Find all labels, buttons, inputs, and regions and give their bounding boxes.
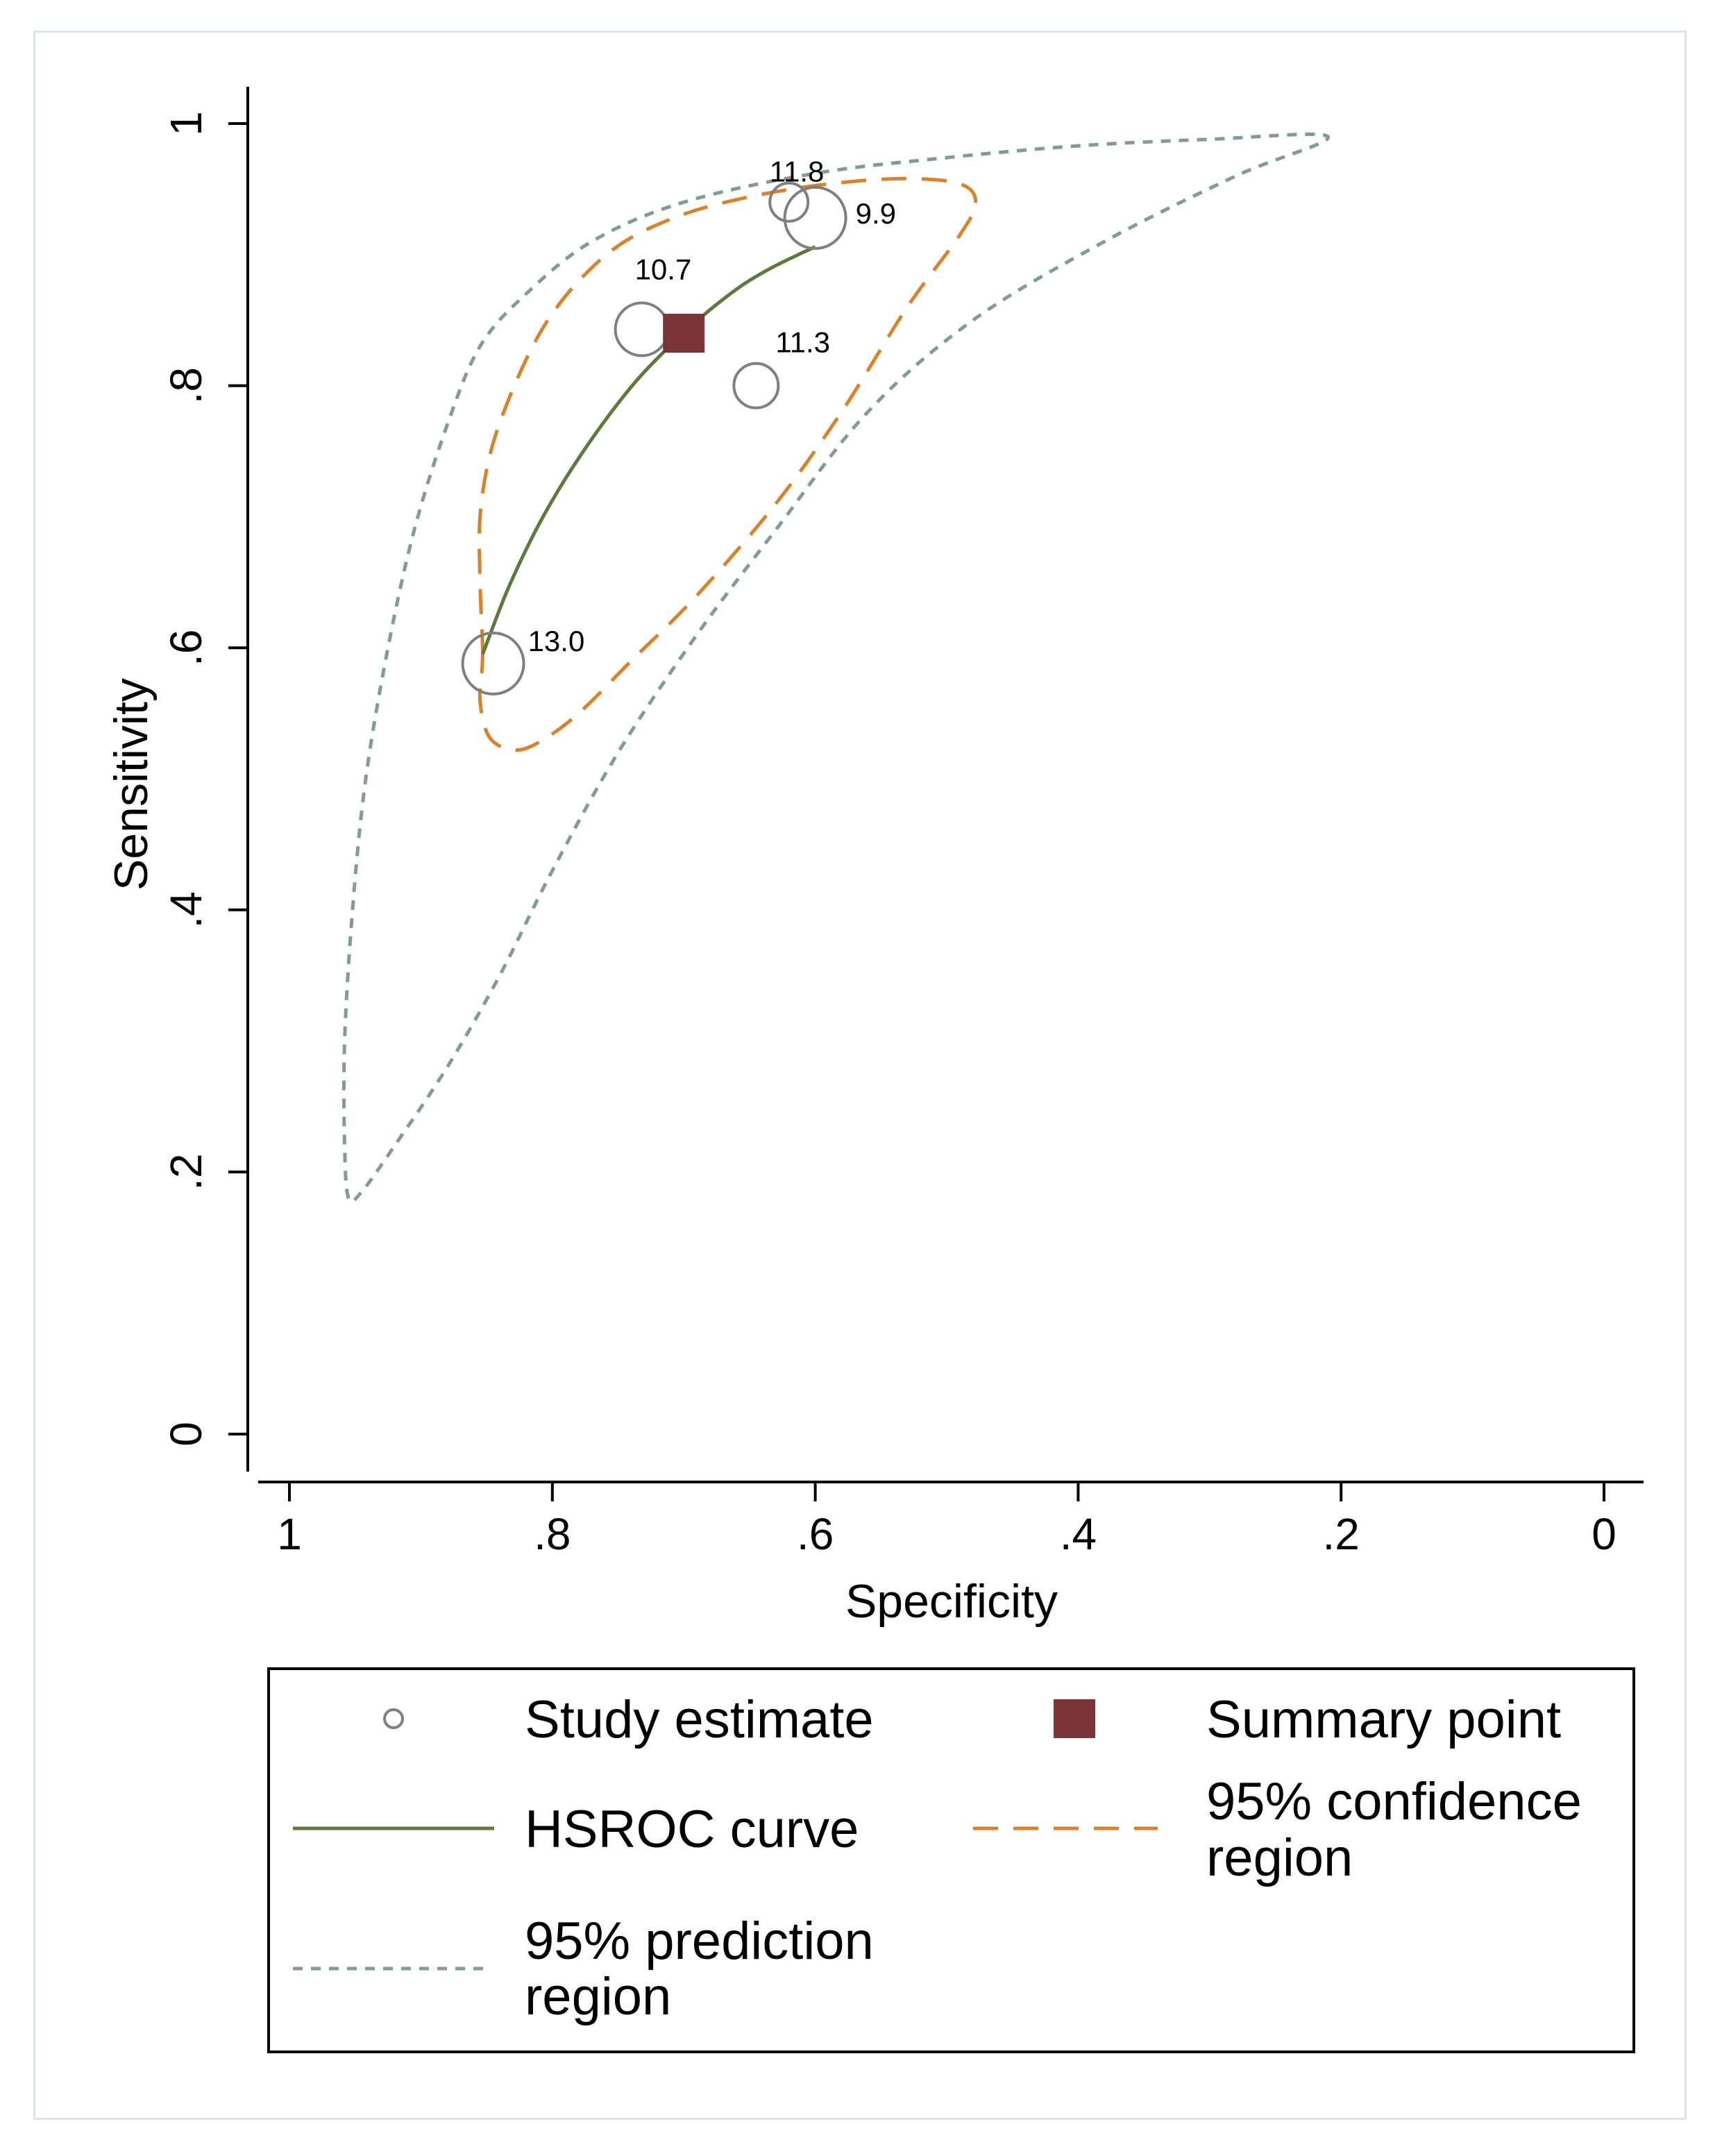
y-tick-label: .6 <box>161 630 211 666</box>
study-point-label: 10.7 <box>635 253 692 285</box>
study-point-label: 11.3 <box>775 326 830 359</box>
confidence-region <box>477 176 978 752</box>
legend-box <box>267 1667 1635 2053</box>
study-estimate-point <box>732 362 780 410</box>
study-estimate-point <box>614 301 670 357</box>
study-point-label: 11.8 <box>770 155 825 187</box>
x-tick-label: .8 <box>534 1509 571 1559</box>
x-tick-label: 0 <box>1592 1509 1617 1559</box>
study-point-label: 13.0 <box>528 625 585 657</box>
study-estimate-point <box>461 631 525 696</box>
prediction-region <box>341 132 1330 1204</box>
x-tick-label: .2 <box>1323 1509 1360 1559</box>
study-point-label: 9.9 <box>856 197 896 230</box>
x-tick-label: .6 <box>797 1509 834 1559</box>
legend-summary-point: Summary point <box>1206 1690 1561 1749</box>
legend-confidence-line2: region <box>1206 1828 1353 1887</box>
summary-point <box>663 314 705 353</box>
y-tick-label: 1 <box>161 111 211 136</box>
study-estimate-point <box>783 185 847 250</box>
x-tick-label: .4 <box>1060 1509 1097 1559</box>
x-axis-title: Specificity <box>845 1575 1058 1628</box>
y-tick-label: .4 <box>161 891 211 928</box>
y-tick-label: .8 <box>161 367 211 404</box>
y-tick-label: .2 <box>161 1154 211 1190</box>
legend-study-estimate: Study estimate <box>525 1690 874 1749</box>
hsroc-curve <box>481 245 816 655</box>
study-estimate-point <box>768 181 810 223</box>
legend-study-symbol <box>383 1708 404 1729</box>
legend-hsroc-curve: HSROC curve <box>525 1800 859 1859</box>
legend-prediction-line1: 95% prediction <box>525 1912 874 1971</box>
y-tick-label: 0 <box>161 1422 211 1447</box>
x-tick-label: 1 <box>277 1509 302 1559</box>
legend-confidence-line1: 95% confidence <box>1206 1772 1582 1831</box>
y-axis-title: Sensitivity <box>105 678 158 891</box>
legend-prediction-line2: region <box>525 1967 671 2026</box>
legend-summary-symbol <box>1054 1699 1095 1738</box>
